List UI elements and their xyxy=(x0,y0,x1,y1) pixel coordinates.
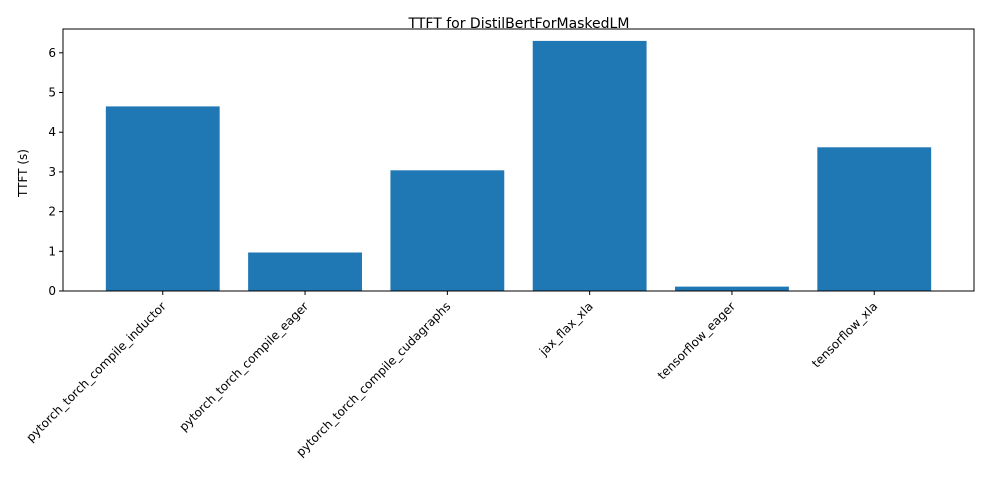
chart-title: TTFT for DistilBertForMaskedLM xyxy=(408,16,630,32)
bar-tensorflow_xla xyxy=(817,147,932,291)
x-tick-label: pytorch_torch_compile_eager xyxy=(176,299,311,434)
bar-pytorch_torch_compile_eager xyxy=(248,252,362,291)
bar-pytorch_torch_compile_inductor xyxy=(105,106,220,291)
x-tick-label: pytorch_torch_compile_inductor xyxy=(23,299,168,444)
bar-pytorch_torch_compile_cudagraphs xyxy=(390,170,505,291)
bar-tensorflow_eager xyxy=(675,286,789,291)
y-tick-label: 0 xyxy=(48,284,56,298)
y-axis-label: TTFT (s) xyxy=(16,149,30,198)
x-tick-label: tensorflow_eager xyxy=(655,299,738,382)
y-tick-label: 4 xyxy=(48,125,56,139)
y-tick-label: 6 xyxy=(48,46,56,60)
plot-frame xyxy=(62,28,975,292)
x-tick-label: jax_flax_xla xyxy=(536,299,596,359)
y-tick-label: 3 xyxy=(48,165,56,179)
bars-group xyxy=(105,40,932,292)
y-tick-label: 2 xyxy=(48,205,56,219)
y-tick-label: 1 xyxy=(48,244,56,258)
bar-jax_flax_xla xyxy=(532,40,647,292)
y-axis-ticks: 0 1 2 3 4 5 6 xyxy=(48,46,63,298)
y-tick-label: 5 xyxy=(48,86,56,100)
x-tick-label: pytorch_torch_compile_cudagraphs xyxy=(293,299,453,459)
x-axis-ticks: pytorch_torch_compile_inductor pytorch_to… xyxy=(23,291,880,459)
x-tick-label: tensorflow_xla xyxy=(809,299,880,370)
